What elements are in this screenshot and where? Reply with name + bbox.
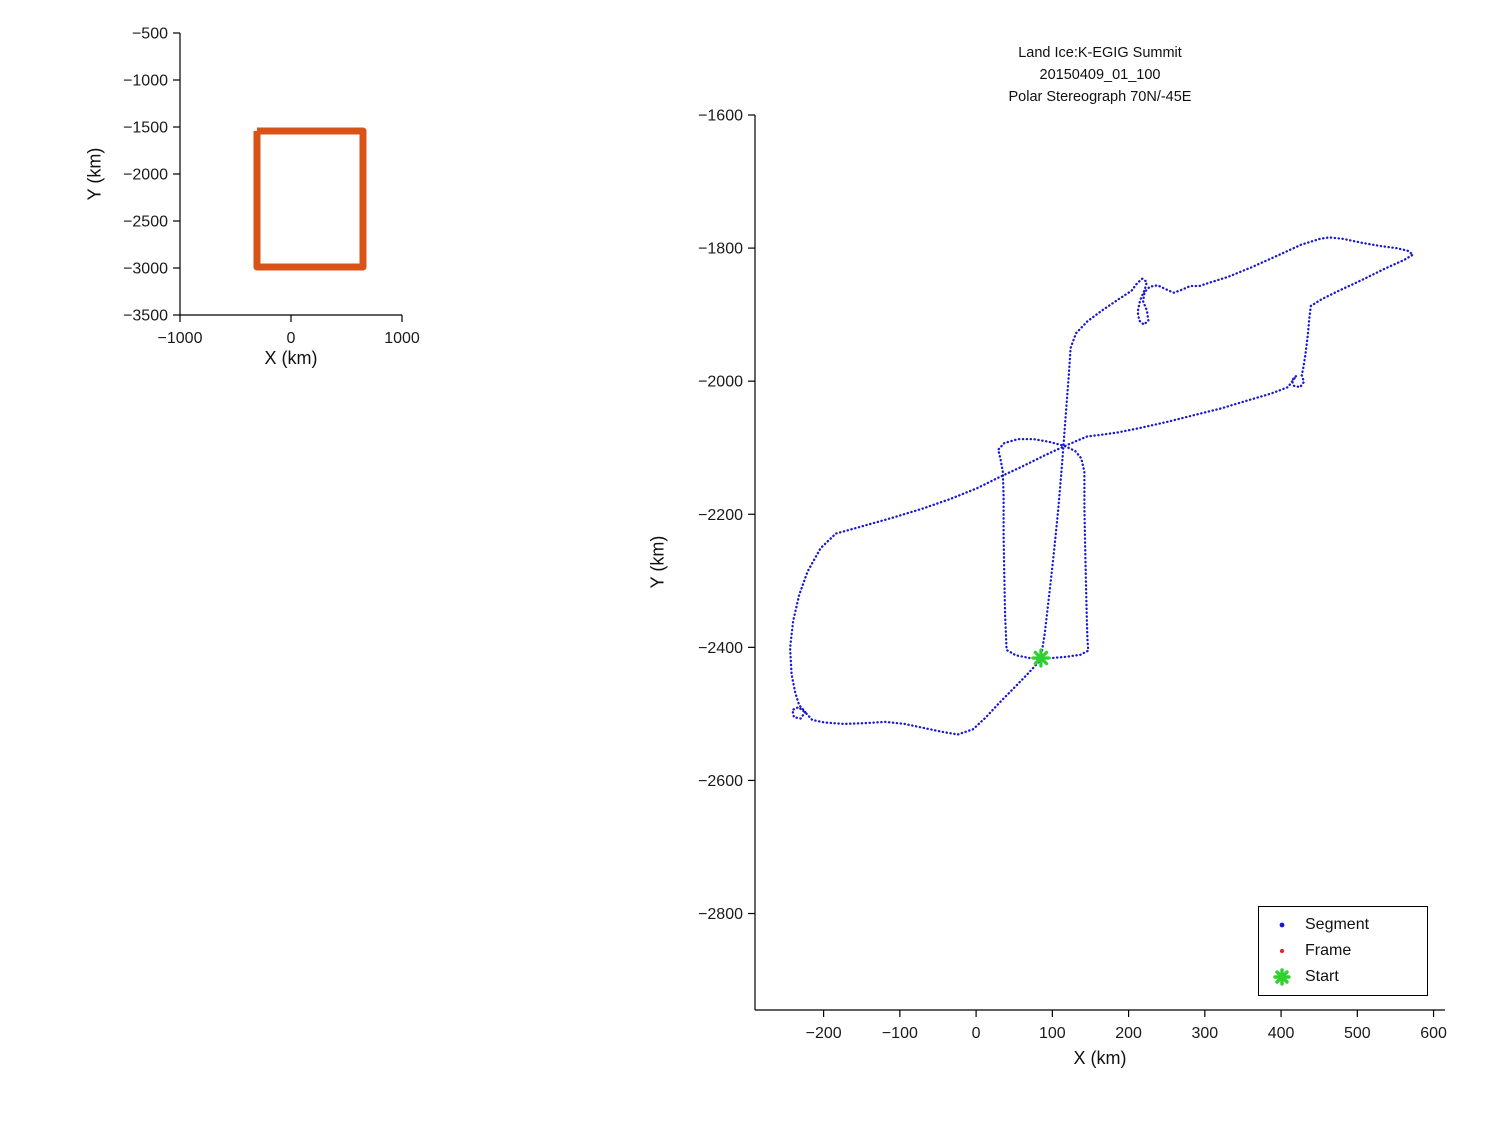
- x-tick-label: 400: [1268, 1025, 1295, 1042]
- overview-ylabel: Y (km): [84, 147, 105, 201]
- x-tick-label: 100: [1039, 1025, 1066, 1042]
- x-tick-label: −100: [882, 1025, 918, 1042]
- y-tick-label: −1600: [698, 108, 743, 125]
- y-tick-label: −3000: [123, 261, 168, 278]
- y-tick-label: −2200: [698, 507, 743, 524]
- x-tick-label: 300: [1191, 1025, 1218, 1042]
- coverage-box: [253, 127, 367, 271]
- flight-ylabel: Y (km): [647, 535, 668, 589]
- x-tick-label: 500: [1344, 1025, 1371, 1042]
- frame-dot-icon: [1279, 948, 1285, 954]
- flight-xlabel: X (km): [1073, 1048, 1127, 1068]
- start-marker: [1031, 648, 1051, 668]
- legend-label-segment: Segment: [1305, 916, 1370, 933]
- y-tick-label: −1800: [698, 241, 743, 258]
- x-tick-label: −1000: [158, 330, 203, 347]
- y-tick-label: −1500: [123, 120, 168, 137]
- x-tick-label: 600: [1420, 1025, 1447, 1042]
- y-tick-label: −2500: [123, 214, 168, 231]
- frame-marker: [1259, 943, 1305, 959]
- flight-title-line2: 20150409_01_100: [1039, 67, 1161, 83]
- segment-dot-icon: [1279, 922, 1285, 928]
- x-tick-label: 200: [1115, 1025, 1142, 1042]
- x-tick-label: −200: [806, 1025, 842, 1042]
- y-tick-label: −2600: [698, 773, 743, 790]
- flight-title-block: Land Ice:K-EGIG Summit 20150409_01_100 P…: [755, 42, 1445, 108]
- legend-label-frame: Frame: [1305, 942, 1352, 959]
- y-tick-label: −500: [132, 26, 168, 43]
- segment-track: [788, 236, 1415, 736]
- x-tick-label: 0: [972, 1025, 981, 1042]
- y-tick-label: −2000: [123, 167, 168, 184]
- legend-label-start: Start: [1305, 968, 1339, 985]
- x-tick-label: 1000: [384, 330, 420, 347]
- legend-item-segment: Segment: [1259, 912, 1427, 938]
- legend-item-frame: Frame: [1259, 938, 1427, 964]
- flight-title-line3: Polar Stereograph 70N/-45E: [1008, 89, 1192, 105]
- y-tick-label: −2800: [698, 906, 743, 923]
- segment-marker: [1259, 917, 1305, 933]
- start-marker: [1259, 968, 1305, 986]
- y-tick-label: −3500: [123, 308, 168, 325]
- x-tick-label: 0: [287, 330, 296, 347]
- y-tick-label: −2400: [698, 640, 743, 657]
- flight-title-line1: Land Ice:K-EGIG Summit: [1018, 45, 1182, 61]
- overview-xlabel: X (km): [264, 348, 318, 368]
- y-tick-label: −1000: [123, 73, 168, 90]
- y-tick-label: −2000: [698, 374, 743, 391]
- legend-item-start: Start: [1259, 964, 1427, 990]
- start-asterisk-icon: [1273, 968, 1291, 986]
- legend: Segment Frame Start: [1258, 906, 1428, 996]
